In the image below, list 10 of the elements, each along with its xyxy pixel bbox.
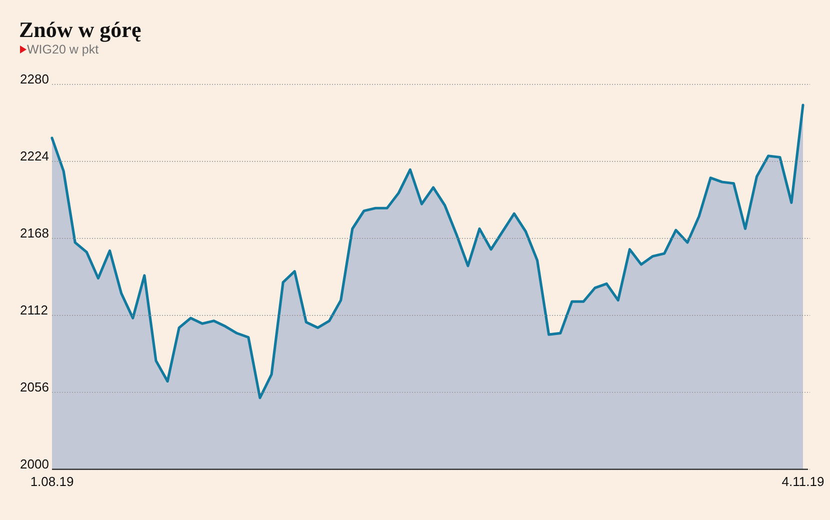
- x-tick-label: 1.08.19: [30, 474, 74, 489]
- y-tick-label: 2224: [20, 148, 49, 164]
- y-tick-label: 2000: [20, 456, 49, 472]
- y-tick-label: 2112: [20, 302, 48, 318]
- x-tick-label: 4.11.19: [782, 474, 824, 489]
- y-tick-label: 2168: [20, 225, 49, 240]
- y-tick-label: 2280: [20, 71, 49, 86]
- y-tick-label: 2056: [20, 379, 49, 394]
- chart-title: Znów w górę: [19, 17, 142, 42]
- chart-subtitle: WIG20 w pkt: [27, 42, 100, 56]
